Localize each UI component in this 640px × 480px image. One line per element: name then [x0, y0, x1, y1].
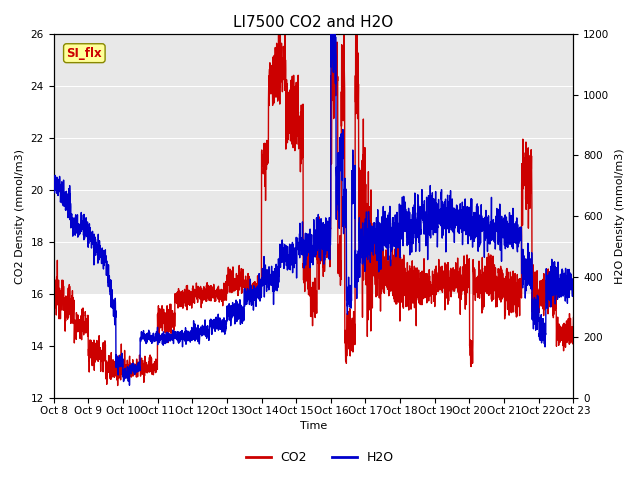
Bar — [54, 34, 573, 190]
Text: SI_flx: SI_flx — [67, 47, 102, 60]
X-axis label: Time: Time — [300, 421, 327, 432]
Bar — [54, 190, 573, 294]
Title: LI7500 CO2 and H2O: LI7500 CO2 and H2O — [234, 15, 394, 30]
Y-axis label: CO2 Density (mmol/m3): CO2 Density (mmol/m3) — [15, 149, 25, 284]
Legend: CO2, H2O: CO2, H2O — [241, 446, 399, 469]
Bar — [54, 294, 573, 398]
Y-axis label: H2O Density (mmol/m3): H2O Density (mmol/m3) — [615, 148, 625, 284]
